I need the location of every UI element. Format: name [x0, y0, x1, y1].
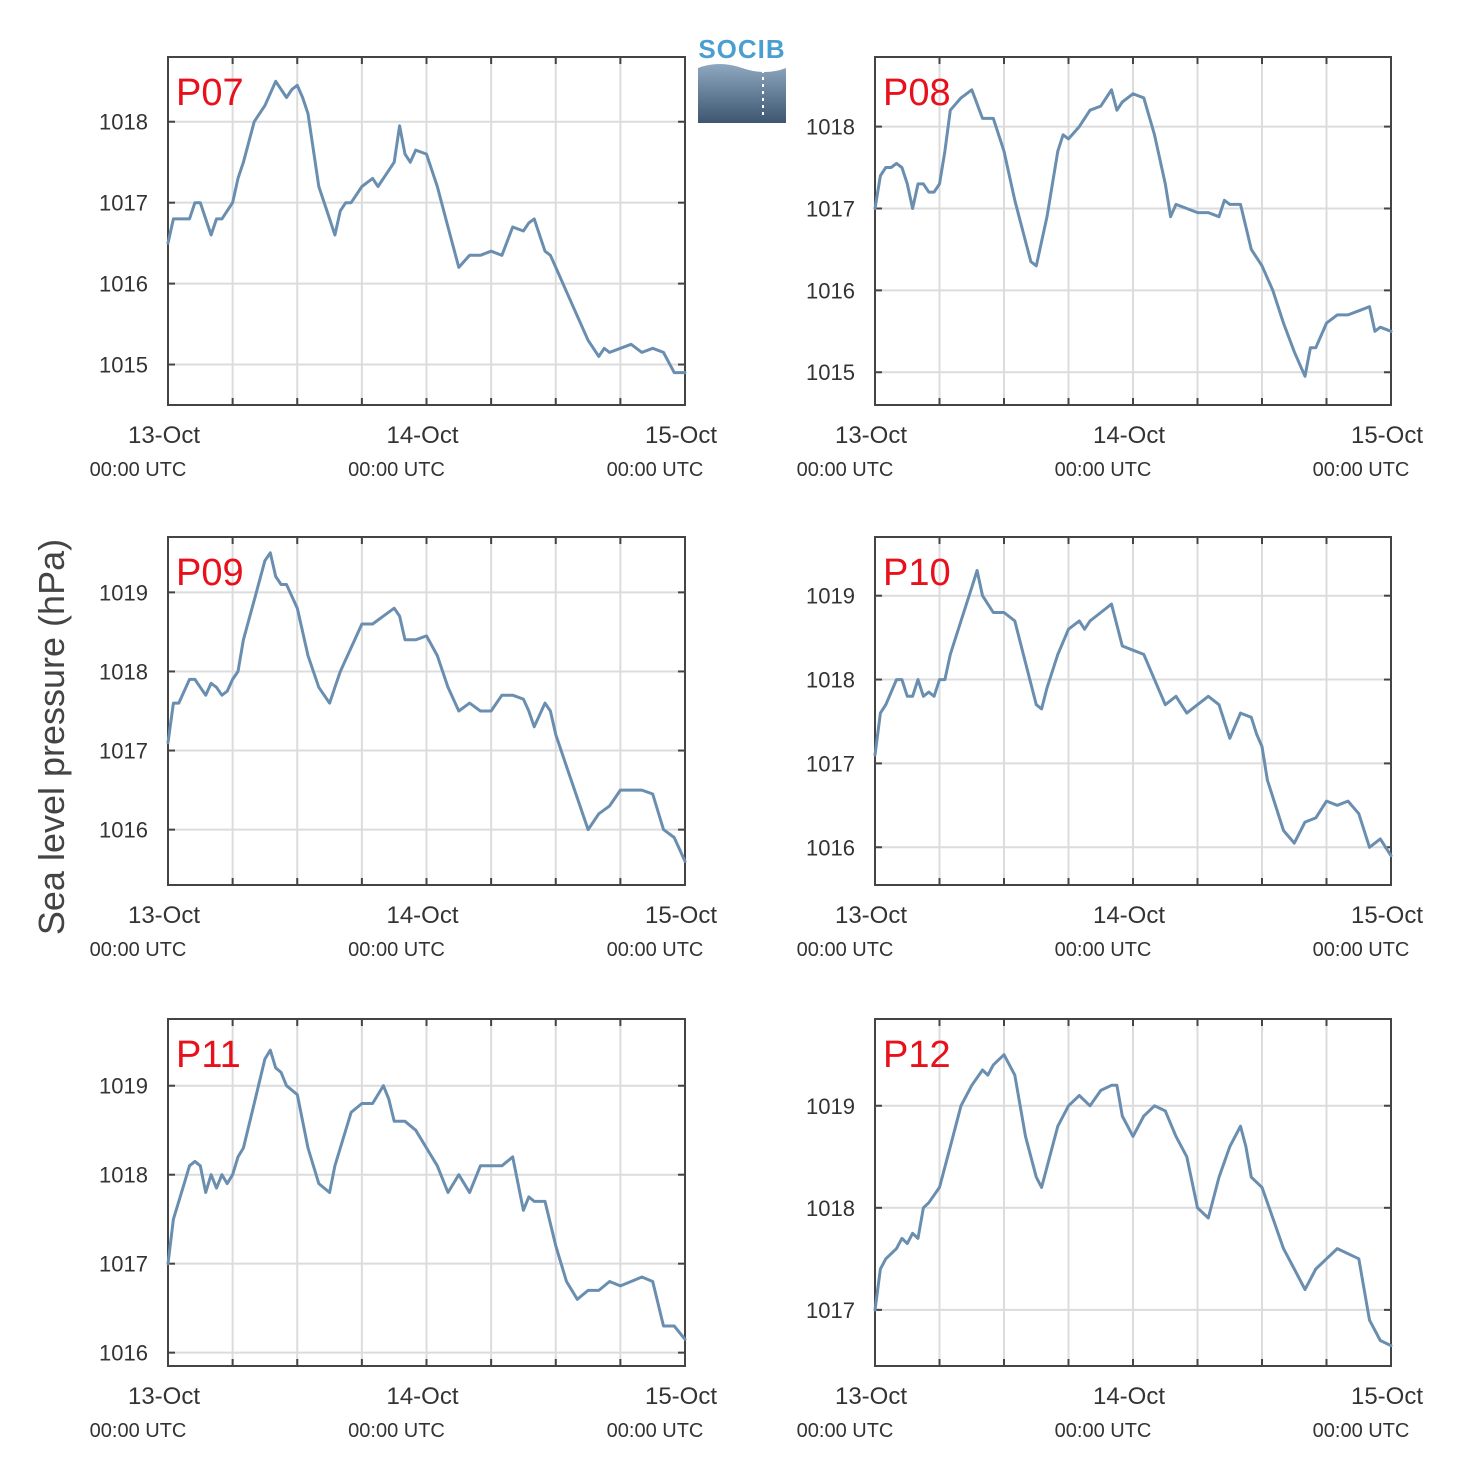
x-tick-label-time: 00:00 UTC	[90, 1420, 187, 1442]
y-tick-label: 1016	[806, 278, 855, 303]
x-tick-label-date: 14-Oct	[386, 1383, 458, 1410]
x-tick-label-date: 15-Oct	[645, 1383, 717, 1410]
y-tick-label: 1018	[806, 668, 855, 693]
x-tick-label-time: 00:00 UTC	[1055, 939, 1152, 961]
x-tick-label-time: 00:00 UTC	[1055, 459, 1152, 481]
chart-panel-p07: 1015 1016 1017 1018 13-Oct 00:00 UTC 14-Oct 00:…	[90, 56, 717, 481]
axes-frame	[874, 536, 1392, 886]
axes-frame	[167, 56, 686, 406]
y-tick-label: 1017	[99, 191, 148, 216]
x-tick-label-date: 13-Oct	[835, 1383, 907, 1410]
y-tick-label: 1016	[99, 818, 148, 843]
y-tick-label: 1018	[806, 1196, 855, 1221]
pressure-series-line	[873, 569, 1393, 858]
y-tick-label: 1017	[806, 196, 855, 221]
axes-frame	[874, 1018, 1392, 1367]
x-tick-label-date: 14-Oct	[1093, 422, 1165, 449]
x-tick-label-time: 00:00 UTC	[607, 1420, 704, 1442]
x-tick-label-date: 13-Oct	[128, 422, 200, 449]
x-tick-label-date: 15-Oct	[1351, 1383, 1423, 1410]
chart-panel-p11: 1016 1017 1018 1019 13-Oct 00:00 UTC 14-Oct 00:…	[90, 1018, 717, 1442]
y-tick-label: 1019	[806, 584, 855, 609]
x-tick-label-time: 00:00 UTC	[607, 459, 704, 481]
y-tick-label: 1019	[99, 580, 148, 605]
y-tick-label: 1018	[99, 659, 148, 684]
y-tick-label: 1017	[806, 1298, 855, 1323]
y-tick-label: 1015	[99, 353, 148, 378]
y-tick-label: 1016	[806, 835, 855, 860]
panel-label: P12	[883, 1034, 951, 1076]
chart-panel-p10: 1016 1017 1018 1019 13-Oct 00:00 UTC 14-Oct 00:…	[797, 536, 1423, 961]
x-tick-label-date: 15-Oct	[645, 902, 717, 929]
pressure-series-line	[166, 551, 687, 863]
x-tick-label-time: 00:00 UTC	[348, 459, 445, 481]
y-tick-label: 1016	[99, 1341, 148, 1366]
x-tick-label-date: 15-Oct	[645, 422, 717, 449]
logo-text: SOCIB	[698, 34, 786, 64]
pressure-series-line	[873, 88, 1393, 378]
x-tick-label-time: 00:00 UTC	[1313, 1420, 1410, 1442]
x-tick-label-time: 00:00 UTC	[797, 939, 894, 961]
axes-frame	[167, 1018, 686, 1367]
x-tick-label-date: 15-Oct	[1351, 422, 1423, 449]
x-tick-label-time: 00:00 UTC	[348, 1420, 445, 1442]
panel-label: P11	[176, 1034, 241, 1076]
y-tick-label: 1017	[806, 751, 855, 776]
pressure-series-line	[166, 79, 687, 375]
x-tick-label-date: 14-Oct	[386, 902, 458, 929]
x-tick-label-date: 14-Oct	[1093, 1383, 1165, 1410]
x-tick-label-date: 15-Oct	[1351, 902, 1423, 929]
panel-label: P10	[883, 552, 951, 594]
y-tick-label: 1015	[806, 360, 855, 385]
y-tick-label: 1019	[806, 1094, 855, 1119]
pressure-series-line	[166, 1048, 687, 1341]
x-tick-label-date: 13-Oct	[128, 902, 200, 929]
x-tick-label-time: 00:00 UTC	[797, 459, 894, 481]
x-tick-label-date: 13-Oct	[835, 422, 907, 449]
x-tick-label-time: 00:00 UTC	[607, 939, 704, 961]
chart-panel-p09: 1016 1017 1018 1019 13-Oct 00:00 UTC 14-Oct 00:…	[90, 536, 717, 961]
axes-frame	[167, 536, 686, 886]
y-tick-label: 1018	[99, 1163, 148, 1188]
x-tick-label-time: 00:00 UTC	[90, 939, 187, 961]
y-axis-label: Sea level pressure (hPa)	[31, 538, 72, 936]
x-tick-label-time: 00:00 UTC	[1313, 939, 1410, 961]
y-tick-label: 1019	[99, 1074, 148, 1099]
chart-panel-p12: 1017 1018 1019 13-Oct 00:00 UTC 14-Oct 00:00 U…	[797, 1018, 1423, 1442]
x-tick-label-time: 00:00 UTC	[348, 939, 445, 961]
x-tick-label-time: 00:00 UTC	[90, 459, 187, 481]
pressure-series-line	[873, 1053, 1393, 1348]
x-tick-label-time: 00:00 UTC	[1055, 1420, 1152, 1442]
y-tick-label: 1018	[806, 115, 855, 140]
x-tick-label-date: 13-Oct	[835, 902, 907, 929]
x-tick-label-date: 14-Oct	[1093, 902, 1165, 929]
y-tick-label: 1017	[99, 1252, 148, 1277]
chart-panel-p08: 1015 1016 1017 1018 13-Oct 00:00 UTC 14-Oct 00:…	[797, 56, 1423, 481]
x-tick-label-date: 13-Oct	[128, 1383, 200, 1410]
x-tick-label-time: 00:00 UTC	[797, 1420, 894, 1442]
y-tick-label: 1017	[99, 739, 148, 764]
x-tick-label-time: 00:00 UTC	[1313, 459, 1410, 481]
axes-frame	[874, 56, 1392, 406]
x-tick-label-date: 14-Oct	[386, 422, 458, 449]
panel-label: P09	[176, 552, 244, 594]
y-tick-label: 1016	[99, 272, 148, 297]
logo-emblem-icon	[698, 64, 786, 123]
panel-label: P07	[176, 72, 244, 114]
socib-logo: SOCIB	[697, 34, 787, 124]
panel-label: P08	[883, 72, 951, 114]
y-tick-label: 1018	[99, 110, 148, 135]
